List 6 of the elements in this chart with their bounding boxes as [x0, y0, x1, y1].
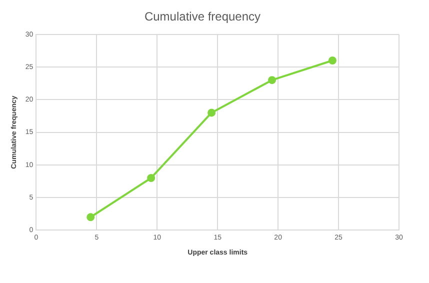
- point: [208, 108, 216, 117]
- point: [268, 76, 276, 84]
- point: [86, 213, 95, 222]
- chart-title: Cumulative frequency: [144, 10, 261, 24]
- point: [147, 174, 156, 182]
- point: [328, 56, 336, 65]
